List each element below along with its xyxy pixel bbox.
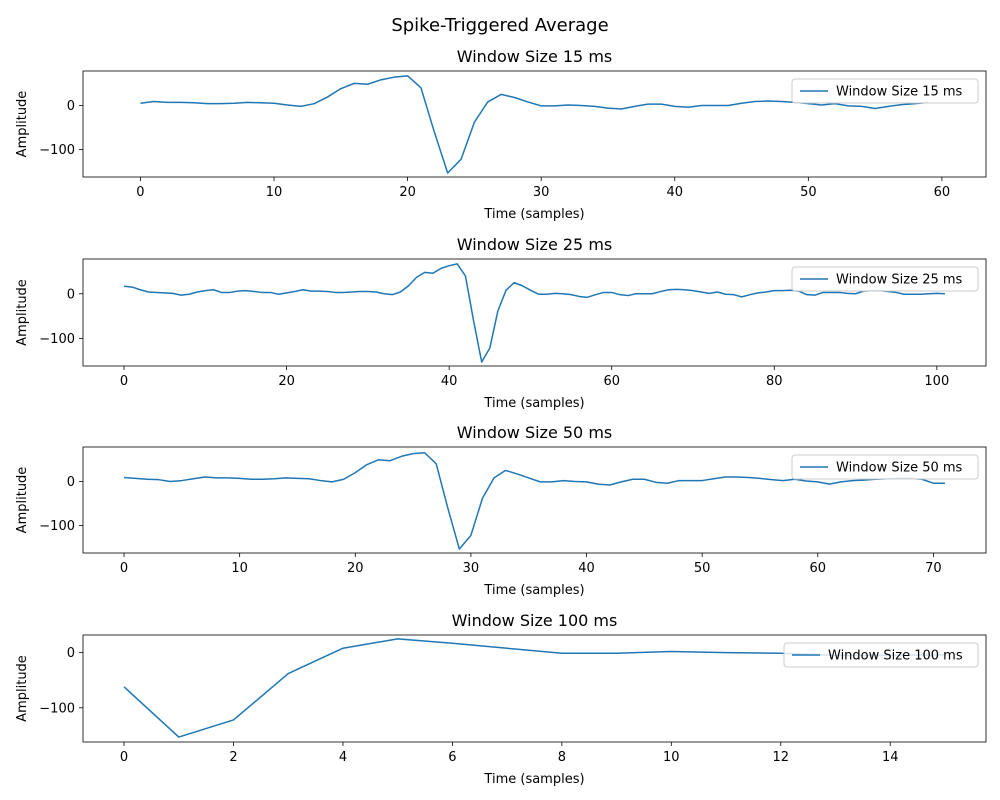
x-axis-label: Time (samples) <box>483 583 584 598</box>
x-tick-label: 4 <box>339 750 347 765</box>
x-tick-label: 50 <box>800 185 817 200</box>
x-tick-label: 60 <box>809 561 826 576</box>
figure-suptitle: Spike-Triggered Average <box>391 15 608 36</box>
y-tick-label: −100 <box>39 519 75 534</box>
x-tick-label: 0 <box>136 185 144 200</box>
x-tick-label: 20 <box>347 561 364 576</box>
legend: Window Size 100 ms <box>783 642 979 668</box>
y-tick-label: 0 <box>67 99 75 114</box>
x-tick-label: 10 <box>266 185 283 200</box>
x-tick-label: 10 <box>231 561 248 576</box>
x-tick-label: 14 <box>882 750 899 765</box>
axes-frame <box>82 446 987 554</box>
x-tick-label: 20 <box>278 374 295 389</box>
x-tick-label: 30 <box>463 561 480 576</box>
legend-box <box>791 266 979 292</box>
x-tick-label: 30 <box>533 185 550 200</box>
subplot-title: Window Size 25 ms <box>457 235 612 254</box>
y-axis-label: Amplitude <box>15 467 30 534</box>
y-tick-label: −100 <box>39 701 75 716</box>
legend-label: Window Size 50 ms <box>836 461 963 476</box>
x-tick-label: 40 <box>578 561 595 576</box>
x-tick-label: 0 <box>120 750 128 765</box>
x-tick-label: 60 <box>603 374 620 389</box>
x-tick-label: 60 <box>934 185 951 200</box>
legend-box <box>791 454 979 480</box>
subplot-4: Window Size 100 ms 0 2 4 6 8 10 12 14 −100 0 Time (… <box>15 611 987 787</box>
y-axis-label: Amplitude <box>15 91 30 158</box>
y-tick-label: −100 <box>39 332 75 347</box>
x-axis-label: Time (samples) <box>483 396 584 411</box>
y-tick-label: 0 <box>67 287 75 302</box>
series-line <box>123 451 945 550</box>
x-tick-label: 12 <box>772 750 789 765</box>
x-tick-label: 20 <box>399 185 416 200</box>
x-axis-label: Time (samples) <box>483 772 584 787</box>
subplot-2: Window Size 25 ms 0 20 40 60 80 100 −100 0 Time (… <box>15 235 987 411</box>
x-tick-label: 70 <box>925 561 942 576</box>
legend-box <box>791 78 979 104</box>
x-tick-label: 100 <box>924 374 949 389</box>
x-tick-label: 50 <box>694 561 711 576</box>
legend: Window Size 50 ms <box>791 454 979 480</box>
legend-label: Window Size 100 ms <box>828 649 963 664</box>
subplot-3: Window Size 50 ms 0 10 20 30 40 50 60 70 −100 0 Tim… <box>15 423 987 598</box>
x-tick-label: 0 <box>120 561 128 576</box>
axes-frame <box>82 258 987 367</box>
x-axis-label: Time (samples) <box>483 207 584 222</box>
y-tick-label: 0 <box>67 475 75 490</box>
subplot-title: Window Size 100 ms <box>452 611 618 630</box>
y-axis-label: Amplitude <box>15 655 30 722</box>
subplot-title: Window Size 50 ms <box>457 423 612 442</box>
legend-box <box>783 642 979 668</box>
x-tick-label: 0 <box>120 374 128 389</box>
legend: Window Size 15 ms <box>791 78 979 104</box>
subplot-title: Window Size 15 ms <box>457 47 612 66</box>
y-tick-label: −100 <box>39 143 75 158</box>
subplot-1: Window Size 15 ms 0 10 20 30 40 50 60 −100 0 Time … <box>15 47 987 222</box>
x-tick-label: 8 <box>558 750 566 765</box>
legend-label: Window Size 25 ms <box>836 273 963 288</box>
x-tick-label: 6 <box>448 750 456 765</box>
x-tick-label: 2 <box>229 750 237 765</box>
y-tick-label: 0 <box>67 646 75 661</box>
legend-label: Window Size 15 ms <box>836 85 963 100</box>
legend: Window Size 25 ms <box>791 266 979 292</box>
series-line <box>123 263 945 363</box>
y-axis-label: Amplitude <box>15 279 30 346</box>
x-tick-label: 40 <box>441 374 458 389</box>
axes-frame <box>82 70 987 178</box>
axes-frame <box>82 634 987 743</box>
x-tick-label: 40 <box>666 185 683 200</box>
x-tick-label: 10 <box>663 750 680 765</box>
x-tick-label: 80 <box>766 374 783 389</box>
